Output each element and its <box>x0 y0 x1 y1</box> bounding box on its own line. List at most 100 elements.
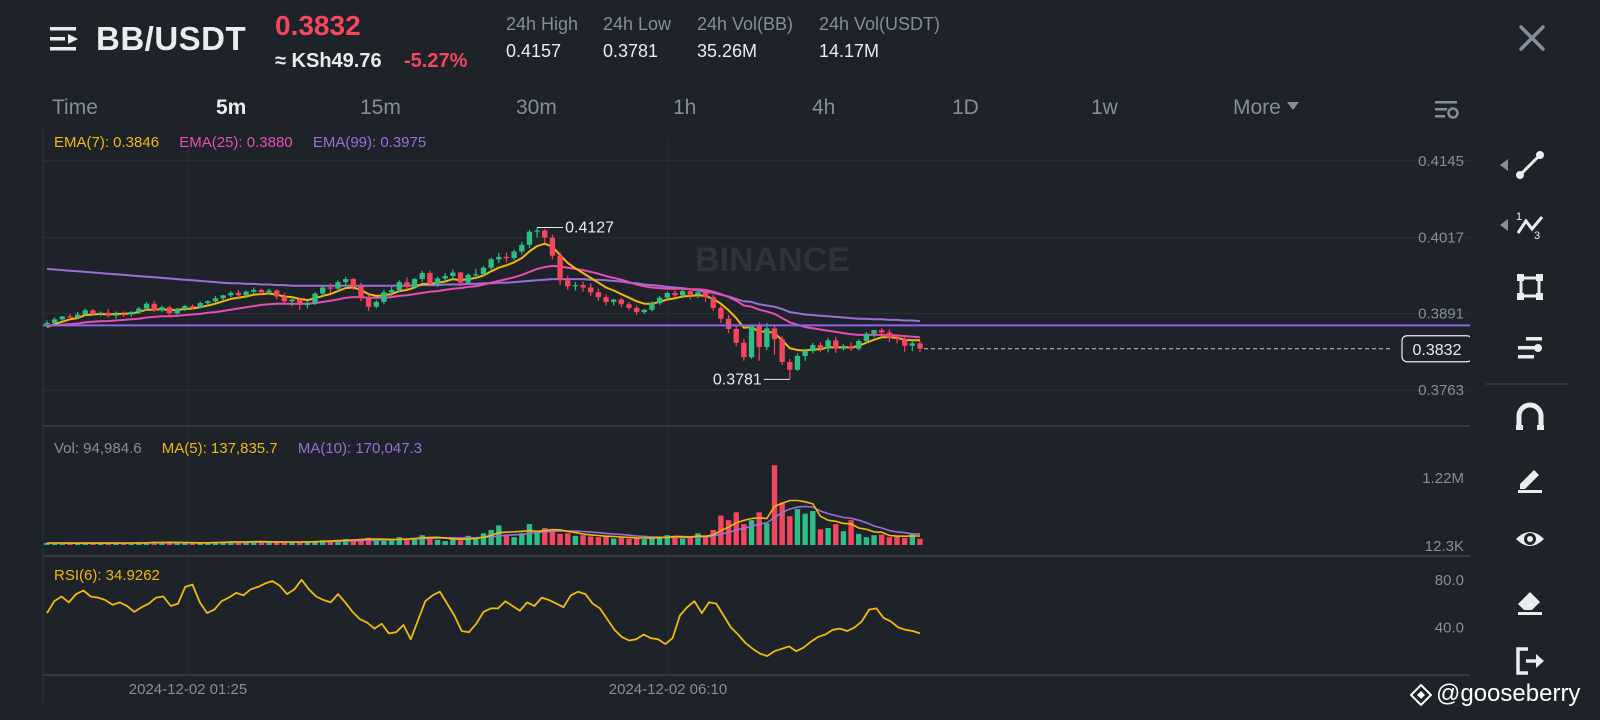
candle-body <box>871 330 877 334</box>
candle-body <box>679 291 686 296</box>
volume-bar <box>342 539 349 545</box>
candle <box>128 310 134 317</box>
candle <box>519 241 525 255</box>
candle <box>90 309 96 316</box>
volume-bar <box>465 535 471 545</box>
volume-legend: Vol: 94,984.6 MA(5): 137,835.7 MA(10): 1… <box>54 440 422 457</box>
candle-body <box>833 340 839 349</box>
chart-grid <box>42 130 1470 702</box>
timeframe-more-dropdown[interactable]: More <box>1233 96 1299 120</box>
parallel-lines-tool[interactable] <box>1494 323 1574 373</box>
visibility-tool[interactable] <box>1494 514 1574 564</box>
candle-body <box>105 312 111 316</box>
candle <box>166 305 173 318</box>
candle-body <box>258 289 265 293</box>
ema25-line <box>46 264 921 339</box>
trend-line-tool[interactable] <box>1494 140 1574 190</box>
fibonacci-tool[interactable]: 3 1 <box>1494 200 1574 250</box>
candle-body <box>756 325 762 347</box>
timeframe-5m[interactable]: 5m <box>216 96 247 119</box>
candle-body <box>182 306 188 310</box>
chart-settings-icon[interactable] <box>1434 98 1460 122</box>
eraser-tool[interactable] <box>1494 575 1574 625</box>
candle <box>266 288 272 295</box>
volume-bar <box>840 531 847 545</box>
candle-body <box>473 274 479 276</box>
candle-body <box>335 282 341 289</box>
ema25-legend: EMA(25): 0.3880 <box>179 134 293 151</box>
volume-bar <box>894 536 900 545</box>
menu-collapse-icon[interactable] <box>48 24 82 54</box>
candle <box>97 311 104 317</box>
volume-bar <box>442 541 448 545</box>
volume-bar <box>756 512 762 545</box>
volume-bar <box>51 543 58 545</box>
volume-bar <box>817 529 824 545</box>
candle-body <box>90 310 96 314</box>
vol-legend: Vol: 94,984.6 <box>54 440 142 457</box>
price-tick-label: 0.3891 <box>1418 305 1464 322</box>
candle <box>381 289 387 305</box>
pair-title[interactable]: BB/USDT <box>96 20 247 57</box>
volume-bar <box>128 542 134 545</box>
candle-body <box>189 306 196 308</box>
candle <box>710 294 716 311</box>
candle-body <box>205 301 211 304</box>
candle-body <box>549 237 556 256</box>
close-icon[interactable] <box>1516 22 1548 54</box>
candle <box>480 265 487 277</box>
candle <box>320 285 326 296</box>
volume-bar <box>120 543 127 545</box>
timeframe-time[interactable]: Time <box>52 96 98 119</box>
volume-bar <box>572 535 579 545</box>
candles <box>44 227 923 380</box>
timeframe-30m[interactable]: 30m <box>516 96 557 119</box>
exit-drawing-tool[interactable] <box>1494 636 1574 686</box>
candle <box>281 292 288 305</box>
pencil-tool[interactable] <box>1494 453 1574 503</box>
candle-body <box>434 278 441 284</box>
candle <box>618 297 625 308</box>
volume-bar <box>549 531 556 545</box>
volume-bar <box>848 520 854 545</box>
candle-body <box>572 285 579 287</box>
timeframe-1w[interactable]: 1w <box>1091 96 1118 119</box>
ma10-legend: MA(10): 170,047.3 <box>297 440 423 457</box>
candle-body <box>373 301 379 307</box>
candle-body <box>212 298 219 302</box>
user-watermark: @gooseberry <box>1410 680 1580 708</box>
volume-bar <box>871 535 877 545</box>
volume-bar <box>136 543 142 545</box>
candle <box>189 304 196 310</box>
timeframe-4h[interactable]: 4h <box>812 96 836 119</box>
timeframe-1d[interactable]: 1D <box>952 96 979 119</box>
candle <box>848 342 854 352</box>
volume-bar <box>419 535 425 545</box>
candle-body <box>480 267 487 275</box>
candle <box>603 294 609 306</box>
candle <box>396 280 402 293</box>
volume-bar <box>771 465 778 545</box>
candle <box>588 283 594 296</box>
rectangle-tool[interactable] <box>1494 262 1574 312</box>
volume-bar <box>733 512 739 545</box>
volume-bar <box>496 525 502 545</box>
candle-body <box>557 255 563 281</box>
candle <box>419 270 425 283</box>
candle-body <box>503 256 510 259</box>
candle-body <box>894 337 900 340</box>
fibonacci-icon: 3 1 <box>1516 211 1544 241</box>
trend-line-icon <box>1516 151 1544 179</box>
candle <box>718 305 724 323</box>
timeframe-15m[interactable]: 15m <box>360 96 401 119</box>
candle <box>764 322 770 350</box>
magnet-tool[interactable] <box>1494 392 1574 442</box>
candle <box>496 252 502 263</box>
more-label: More <box>1233 96 1281 119</box>
timeframe-1h[interactable]: 1h <box>673 96 697 119</box>
candle-body <box>626 304 632 308</box>
candle <box>771 324 778 355</box>
candle-body <box>771 328 778 340</box>
candle <box>388 286 395 296</box>
